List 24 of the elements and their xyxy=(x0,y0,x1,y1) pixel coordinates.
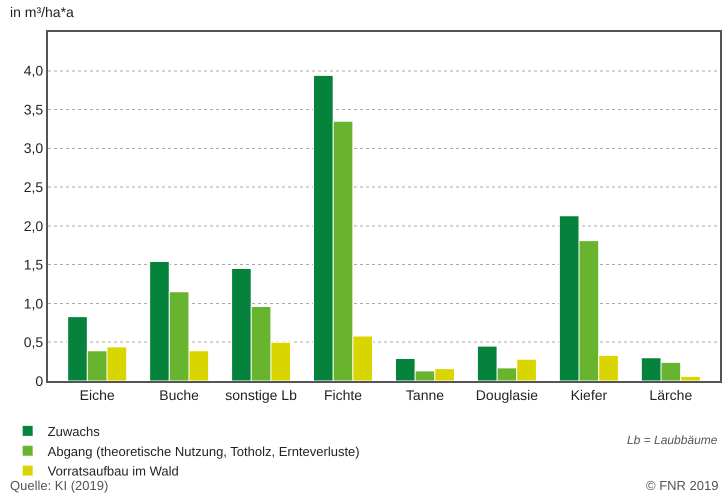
legend-label: Abgang (theoretische Nutzung, Totholz, Ernteverluste) xyxy=(48,444,360,459)
x-tick-label: sonstige Lb xyxy=(225,386,298,403)
y-tick-label: 1,5 xyxy=(24,256,44,273)
y-tick-label: 2,5 xyxy=(24,179,44,196)
x-tick-label: Eiche xyxy=(80,386,115,403)
y-tick-label: 4,0 xyxy=(24,62,44,79)
y-tick-label: 1,0 xyxy=(24,295,44,312)
x-tick-label: Buche xyxy=(159,386,200,403)
legend-label: Zuwachs xyxy=(48,424,100,439)
y-tick-label: 3,0 xyxy=(24,140,44,156)
x-tick-label: Kiefer xyxy=(570,386,608,403)
y-tick-label: 3,5 xyxy=(24,101,44,118)
x-tick-label: Douglasie xyxy=(476,386,538,403)
y-axis-title: in m³/ha*a xyxy=(10,4,74,20)
y-tick-label: 2,0 xyxy=(24,218,44,234)
x-tick-label: Lärche xyxy=(649,386,692,403)
y-tick-label: 0 xyxy=(35,372,44,389)
source-note: Quelle: KI (2019) xyxy=(10,478,108,493)
y-tick-label: 0,5 xyxy=(24,334,44,350)
legend-label: Vorratsaufbau im Wald xyxy=(48,464,179,479)
x-tick-label: Tanne xyxy=(406,386,444,403)
text: © FNR 2019 xyxy=(646,478,718,493)
text: Lb = Laubbäume xyxy=(627,433,718,447)
x-tick-label: Fichte xyxy=(324,386,362,403)
